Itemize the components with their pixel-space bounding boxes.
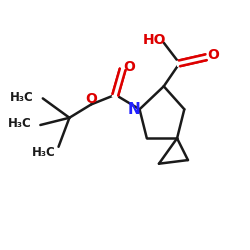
- Text: O: O: [85, 92, 97, 106]
- Text: O: O: [207, 48, 219, 62]
- Text: H₃C: H₃C: [32, 146, 56, 159]
- Text: H₃C: H₃C: [10, 91, 34, 104]
- Text: HO: HO: [143, 33, 166, 47]
- Text: N: N: [128, 102, 140, 117]
- Text: O: O: [124, 60, 135, 74]
- Text: H₃C: H₃C: [8, 117, 31, 130]
